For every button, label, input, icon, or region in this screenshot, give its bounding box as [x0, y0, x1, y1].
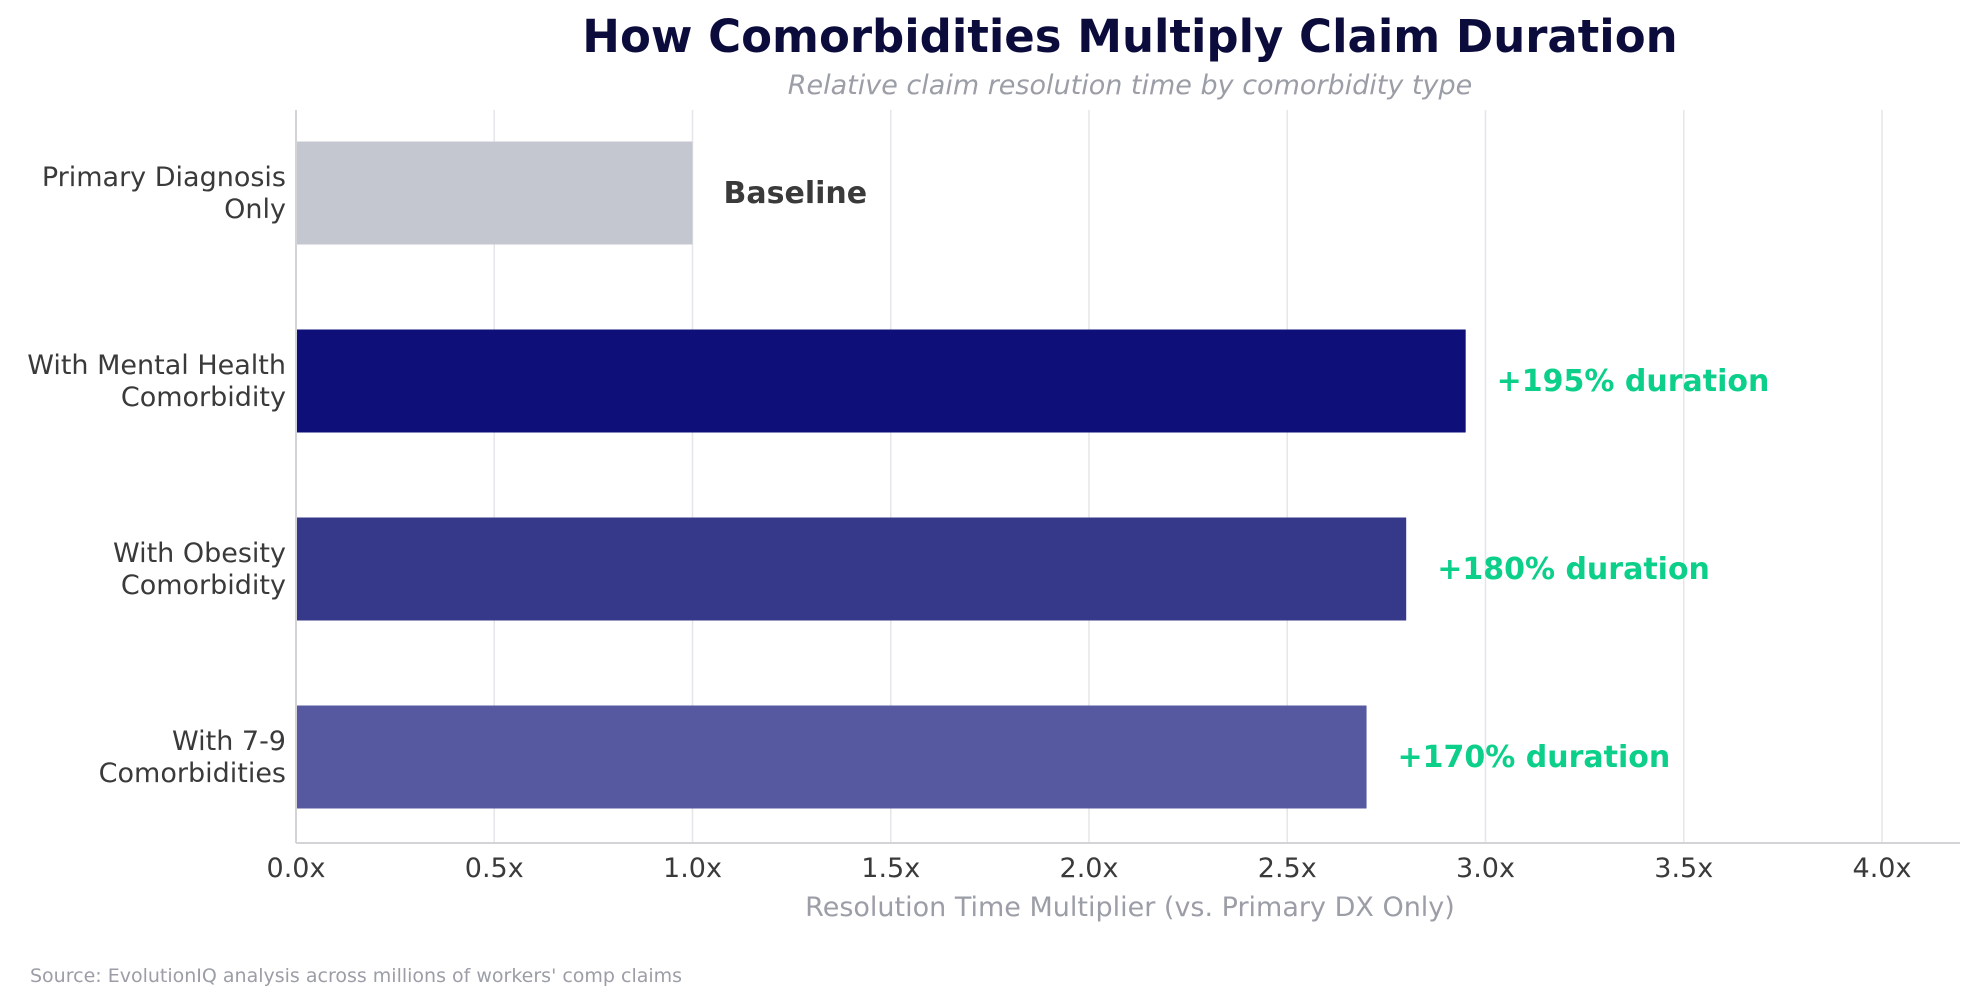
category-label-2: With Obesity Comorbidity — [113, 538, 286, 601]
category-label-0: Primary Diagnosis Only — [42, 162, 286, 225]
x-tick-label-2: 1.0x — [663, 853, 722, 884]
x-axis-label: Resolution Time Multiplier (vs. Primary … — [805, 892, 1455, 923]
category-label-line: With 7-9 — [172, 726, 286, 757]
category-label-line: Comorbidity — [121, 570, 286, 601]
x-tick-label-3: 1.5x — [861, 853, 920, 884]
data-label-3: +170% duration — [1398, 740, 1671, 775]
category-label-line: Only — [224, 194, 286, 225]
x-tick-label-8: 4.0x — [1853, 853, 1912, 884]
bar-2 — [296, 517, 1407, 621]
bar-3 — [296, 705, 1367, 809]
x-tick-label-5: 2.5x — [1258, 853, 1317, 884]
x-tick-label-7: 3.5x — [1654, 853, 1713, 884]
category-label-line: With Obesity — [113, 538, 286, 569]
category-label-3: With 7-9 Comorbidities — [99, 726, 286, 789]
category-label-line: Comorbidities — [99, 758, 286, 789]
source-note: Source: EvolutionIQ analysis across mill… — [30, 965, 682, 987]
category-label-line: With Mental Health — [27, 350, 286, 381]
bar-0 — [296, 141, 693, 245]
chart-subtitle: Relative claim resolution time by comorb… — [788, 70, 1472, 101]
x-tick-label-1: 0.5x — [465, 853, 524, 884]
data-label-1: +195% duration — [1497, 364, 1770, 399]
data-label-0: Baseline — [724, 176, 868, 211]
bar-1 — [296, 329, 1466, 433]
chart-title: How Comorbidities Multiply Claim Duratio… — [582, 10, 1677, 63]
x-tick-label-6: 3.0x — [1456, 853, 1515, 884]
x-tick-label-0: 0.0x — [267, 853, 326, 884]
data-label-2: +180% duration — [1437, 552, 1710, 587]
category-label-line: Comorbidity — [121, 382, 286, 413]
bars — [296, 141, 1466, 809]
data-labels: Baseline +195% duration +180% duration +170… — [724, 176, 1770, 775]
x-tick-label-4: 2.0x — [1060, 853, 1119, 884]
category-label-1: With Mental Health Comorbidity — [27, 350, 286, 413]
category-label-line: Primary Diagnosis — [42, 162, 286, 193]
x-axis: 0.0x 0.5x 1.0x 1.5x 2.0x 2.5x 3.0x 3.5x 4.0x — [267, 110, 1960, 884]
